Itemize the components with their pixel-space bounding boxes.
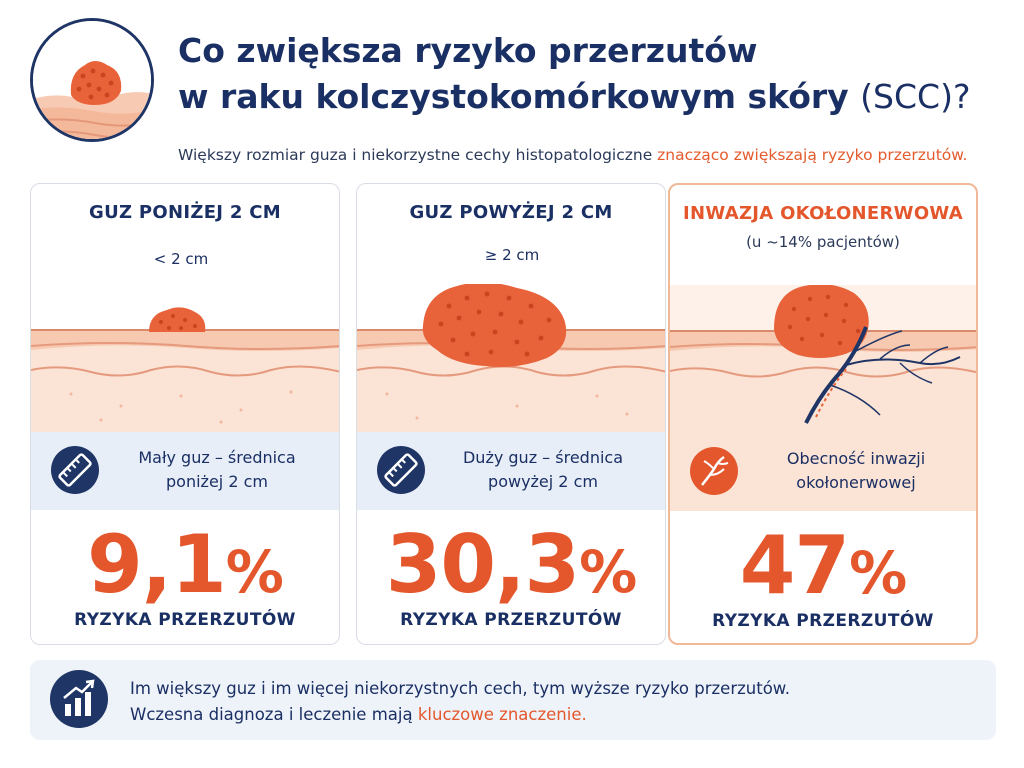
subtitle-highlight: znacząco zwiększają ryzyko przerzutów. (657, 146, 968, 164)
footer-highlight: kluczowe znaczenie. (417, 705, 587, 724)
info-line-1: Obecność inwazji (786, 449, 926, 468)
skin-cross-section-small-icon (31, 307, 339, 432)
card-subheading: (u ~14% pacjentów) (746, 233, 900, 251)
card-small-tumor: GUZ PONIŻEJ 2 CM < 2 cm Ma (30, 183, 340, 645)
card-heading: GUZ PONIŻEJ 2 CM (89, 202, 281, 223)
risk-label: RYZYKA PRZERZUTÓW (400, 610, 622, 630)
card-large-tumor: GUZ POWYŻEJ 2 CM ≥ 2 cm (356, 183, 666, 645)
risk-label: RYZYKA PRZERZUTÓW (74, 610, 296, 630)
info-text: Duży guz – średnica powyżej 2 cm (443, 446, 643, 494)
measure-label: ≥ 2 cm (484, 246, 540, 264)
skin-nerve-cross-section-icon (670, 285, 976, 433)
page-title: Co zwiększa ryzyko przerzutów w raku kol… (178, 28, 1008, 120)
subtitle-text: Większy rozmiar guza i niekorzystne cech… (178, 146, 658, 164)
info-band: Duży guz – średnica powyżej 2 cm (357, 432, 665, 510)
card-heading: GUZ POWYŻEJ 2 CM (409, 202, 613, 223)
risk-unit: % (225, 538, 284, 606)
info-line-2: okołonerwowej (796, 473, 916, 492)
title-line-1: Co zwiększa ryzyko przerzutów (178, 31, 758, 70)
ruler-icon (377, 446, 425, 494)
risk-unit: % (849, 539, 907, 607)
info-line-2: powyżej 2 cm (488, 472, 598, 491)
risk-number: 9,1 (87, 518, 227, 611)
card-heading: INWAZJA OKOŁONERWOWA (683, 203, 963, 224)
title-line-2-main: w raku kolczystokomórkowym skóry (178, 77, 861, 116)
info-line-2: poniżej 2 cm (166, 472, 268, 491)
footer-line-2: Wczesna diagnoza i leczenie mają kluczow… (130, 702, 970, 728)
subtitle: Większy rozmiar guza i niekorzystne cech… (178, 146, 1008, 164)
skin-cross-section-large-icon (357, 284, 665, 432)
info-band: Obecność inwazji okołonerwowej (670, 433, 976, 511)
footer-line-1: Im większy guz i im więcej niekorzystnyc… (130, 679, 791, 698)
footer-text: Im większy guz i im więcej niekorzystnyc… (130, 676, 970, 728)
info-band: Mały guz – średnica poniżej 2 cm (31, 432, 339, 510)
footer-line-2-main: Wczesna diagnoza i leczenie mają (130, 705, 418, 724)
info-text: Obecność inwazji okołonerwowej (756, 447, 956, 495)
nerve-icon (690, 447, 738, 495)
card-perineural-invasion: INWAZJA OKOŁONERWOWA (u ~14% pacjentów) (668, 183, 978, 645)
ruler-icon (51, 446, 99, 494)
title-line-2-abbrev: (SCC)? (860, 77, 971, 116)
risk-label: RYZYKA PRZERZUTÓW (712, 611, 934, 631)
info-line-1: Mały guz – średnica (138, 448, 296, 467)
risk-number: 47 (739, 519, 850, 612)
tumor-skin-illustration-icon (30, 18, 154, 142)
growth-chart-icon (50, 670, 108, 728)
risk-value: 9,1% (31, 520, 339, 617)
info-line-1: Duży guz – średnica (462, 448, 624, 467)
footer-summary: Im większy guz i im więcej niekorzystnyc… (30, 660, 996, 740)
risk-number: 30,3 (385, 518, 580, 611)
risk-unit: % (579, 538, 637, 606)
risk-value: 30,3% (357, 520, 665, 617)
measure-label: < 2 cm (153, 250, 209, 268)
title-line-2: w raku kolczystokomórkowym skóry (SCC)? (178, 74, 1008, 120)
risk-value: 47% (670, 521, 976, 618)
info-text: Mały guz – średnica poniżej 2 cm (117, 446, 317, 494)
